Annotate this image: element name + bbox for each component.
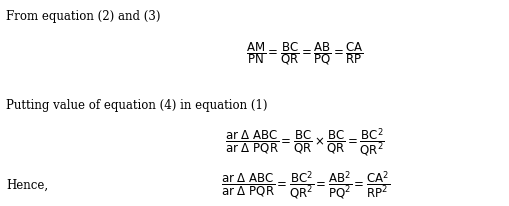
Text: Hence,: Hence, <box>6 179 48 192</box>
Text: $\dfrac{\mathrm{AM}}{\mathrm{PN}} = \dfrac{\mathrm{BC}}{\mathrm{QR}} = \dfrac{\m: $\dfrac{\mathrm{AM}}{\mathrm{PN}} = \dfr… <box>246 40 364 67</box>
Text: $\dfrac{\mathrm{ar\ \Delta\ ABC}}{\mathrm{ar\ \Delta\ PQR}} = \dfrac{\mathrm{BC}: $\dfrac{\mathrm{ar\ \Delta\ ABC}}{\mathr… <box>221 169 390 202</box>
Text: From equation (2) and (3): From equation (2) and (3) <box>6 10 161 23</box>
Text: $\dfrac{\mathrm{ar\ \Delta\ ABC}}{\mathrm{ar\ \Delta\ PQR}} = \dfrac{\mathrm{BC}: $\dfrac{\mathrm{ar\ \Delta\ ABC}}{\mathr… <box>225 127 385 159</box>
Text: Putting value of equation (4) in equation (1): Putting value of equation (4) in equatio… <box>6 98 268 112</box>
